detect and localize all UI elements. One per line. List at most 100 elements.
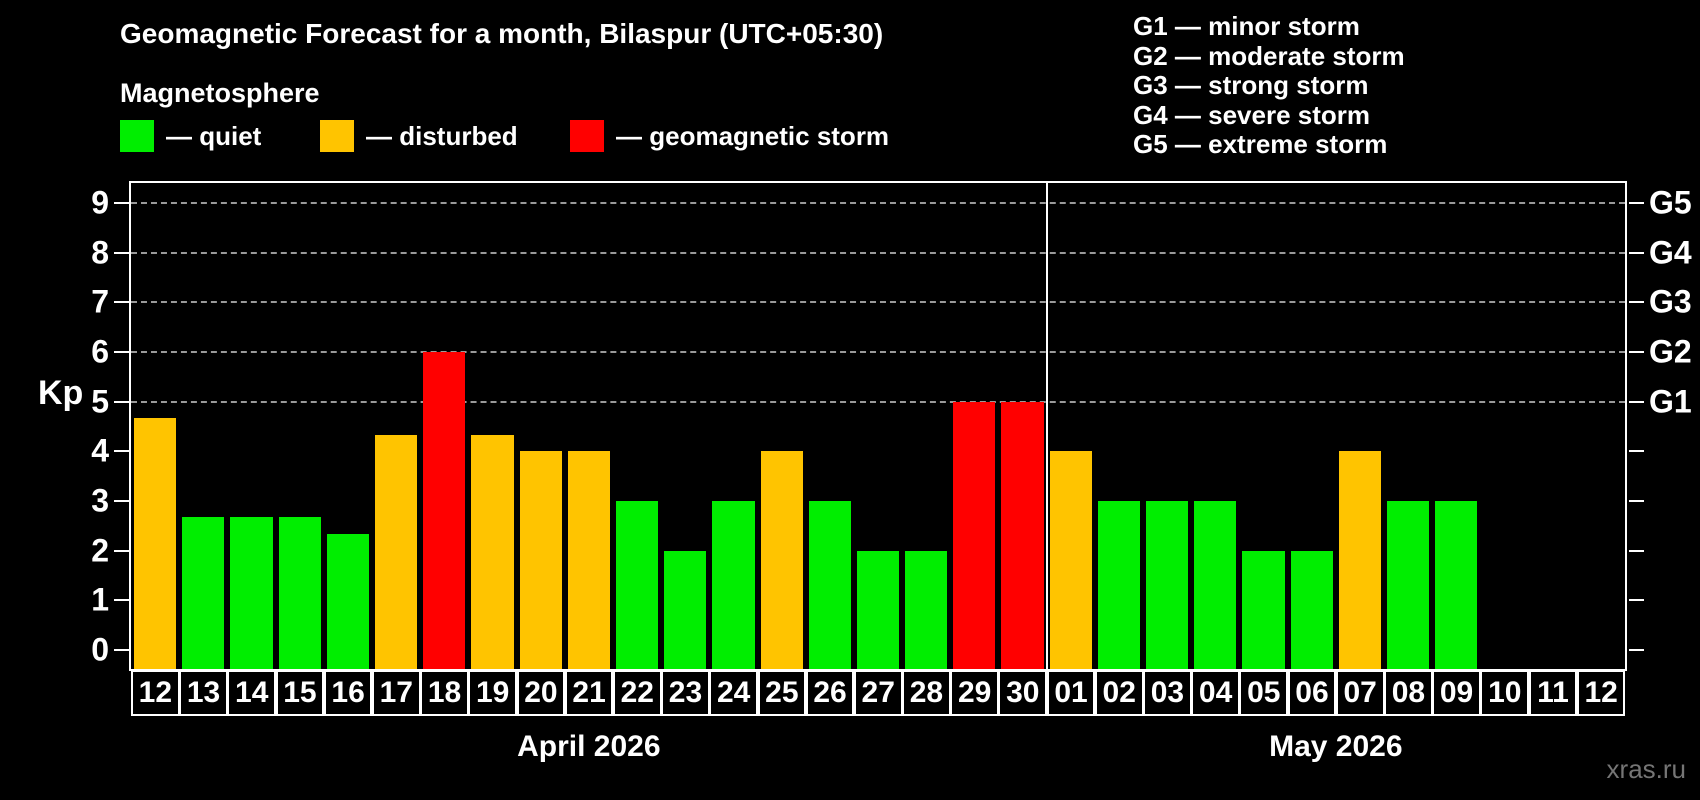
day-cell-april-30: 30 bbox=[998, 670, 1048, 716]
day-cell-april-16: 16 bbox=[323, 670, 373, 716]
plot-area: 0 1 2 3 4 5 6 7 8 9 G1 G2 G3 G4 G5 bbox=[91, 181, 1692, 671]
day-cell-april-17: 17 bbox=[371, 670, 421, 716]
day-cell-april-28: 28 bbox=[902, 670, 951, 716]
g-axis-label-g2: G2 bbox=[1649, 333, 1692, 370]
legend-label-storm: — geomagnetic storm bbox=[616, 120, 890, 151]
y-tick-label-2: 2 bbox=[91, 532, 109, 569]
kp-bar-april-28 bbox=[905, 550, 948, 669]
kp-bar-april-14 bbox=[230, 517, 273, 669]
month-label-may: May 2026 bbox=[1269, 730, 1403, 763]
kp-bar-april-21 bbox=[567, 451, 610, 669]
gridline-kp-6 bbox=[131, 350, 1625, 353]
y-tick-6 bbox=[114, 350, 129, 353]
kp-bar-may-02 bbox=[1097, 501, 1141, 669]
g-legend-line-2: G2 — moderate storm bbox=[1133, 40, 1405, 71]
right-tick-3 bbox=[1629, 500, 1644, 503]
y-tick-label-1: 1 bbox=[91, 581, 109, 618]
kp-bar-may-07 bbox=[1338, 451, 1382, 669]
legend-label-disturbed: — disturbed bbox=[366, 120, 518, 151]
legend-label-quiet: — quiet bbox=[166, 120, 262, 151]
quiet-swatch-icon bbox=[120, 120, 154, 152]
magnetosphere-label: Magnetosphere bbox=[120, 78, 320, 108]
day-cell-april-24: 24 bbox=[709, 670, 758, 716]
month-label-april: April 2026 bbox=[517, 730, 661, 763]
kp-bar-april-23 bbox=[664, 550, 707, 669]
kp-bar-april-17 bbox=[374, 434, 418, 669]
day-cell-may-03: 03 bbox=[1143, 670, 1192, 716]
g-axis-label-g4: G4 bbox=[1649, 234, 1692, 271]
right-tick-1 bbox=[1629, 599, 1644, 602]
day-cell-april-26: 26 bbox=[805, 670, 855, 716]
storm-swatch-icon bbox=[570, 120, 604, 152]
day-cell-april-15: 15 bbox=[275, 670, 325, 716]
day-cell-april-27: 27 bbox=[853, 670, 903, 716]
kp-bar-may-05 bbox=[1242, 550, 1285, 669]
kp-bar-may-01 bbox=[1049, 451, 1092, 669]
g-axis-label-g3: G3 bbox=[1649, 283, 1692, 320]
y-tick-9 bbox=[114, 201, 129, 204]
y-tick-4 bbox=[114, 450, 129, 453]
y-tick-label-6: 6 bbox=[91, 333, 109, 370]
gridline-kp-7 bbox=[131, 301, 1625, 304]
kp-bar-april-20 bbox=[519, 451, 562, 669]
kp-bar-april-27 bbox=[856, 550, 900, 669]
y-tick-label-0: 0 bbox=[91, 631, 109, 668]
day-cell-april-14: 14 bbox=[227, 670, 277, 716]
legend-item-quiet: — quiet bbox=[120, 120, 261, 152]
day-cell-may-11: 11 bbox=[1528, 670, 1578, 716]
kp-bar-april-24 bbox=[712, 501, 755, 669]
disturbed-swatch-icon bbox=[320, 120, 354, 152]
right-tick-8 bbox=[1629, 251, 1644, 254]
g-legend-line-1: G1 — minor storm bbox=[1133, 11, 1360, 41]
day-cell-april-21: 21 bbox=[564, 670, 614, 716]
day-cell-may-04: 04 bbox=[1191, 670, 1240, 716]
y-axis-title: Kp bbox=[38, 374, 84, 412]
kp-bar-may-08 bbox=[1387, 501, 1430, 669]
g-legend-line-4: G4 — severe storm bbox=[1133, 99, 1371, 130]
y-tick-0 bbox=[114, 649, 129, 652]
kp-bar-april-26 bbox=[808, 501, 851, 669]
day-cell-may-07: 07 bbox=[1335, 670, 1385, 716]
day-cell-april-23: 23 bbox=[661, 670, 710, 716]
y-tick-7 bbox=[114, 301, 129, 304]
y-tick-label-7: 7 bbox=[91, 283, 109, 320]
right-tick-0 bbox=[1629, 649, 1644, 652]
day-cell-may-06: 06 bbox=[1287, 670, 1337, 716]
g-legend-line-3: G3 — strong storm bbox=[1133, 70, 1369, 100]
right-tick-4 bbox=[1629, 450, 1644, 453]
kp-bar-april-22 bbox=[615, 501, 659, 669]
kp-bar-april-13 bbox=[182, 517, 225, 669]
g-axis-label-g1: G1 bbox=[1649, 383, 1692, 420]
kp-bar-april-29 bbox=[953, 401, 996, 669]
g-axis-label-g5: G5 bbox=[1649, 184, 1692, 221]
legend-item-disturbed: — disturbed bbox=[320, 120, 518, 152]
day-cell-may-12: 12 bbox=[1576, 670, 1626, 716]
kp-bar-april-16 bbox=[326, 534, 369, 669]
gridline-kp-8 bbox=[131, 251, 1625, 254]
y-tick-label-3: 3 bbox=[91, 482, 109, 519]
right-tick-2 bbox=[1629, 549, 1644, 552]
day-cell-may-09: 09 bbox=[1432, 670, 1481, 716]
g-scale-legend: G1 — minor storm G2 — moderate storm G3 — … bbox=[1133, 11, 1405, 160]
month-separator bbox=[1045, 183, 1048, 669]
day-cell-april-19: 19 bbox=[468, 670, 518, 716]
kp-bar-april-18 bbox=[423, 351, 466, 669]
kp-color-legend: — quiet — disturbed — geomagnetic storm bbox=[0, 120, 1100, 160]
y-tick-2 bbox=[114, 549, 129, 552]
watermark: xras.ru bbox=[1606, 754, 1686, 784]
kp-bar-april-12 bbox=[134, 418, 177, 669]
right-tick-5 bbox=[1629, 400, 1644, 403]
chart-title: Geomagnetic Forecast for a month, Bilasp… bbox=[120, 18, 884, 49]
day-cell-april-25: 25 bbox=[757, 670, 807, 716]
y-tick-label-9: 9 bbox=[91, 184, 109, 221]
day-cell-april-12: 12 bbox=[131, 670, 180, 716]
kp-bar-may-09 bbox=[1435, 501, 1478, 669]
day-cell-april-13: 13 bbox=[179, 670, 228, 716]
kp-bar-april-25 bbox=[760, 451, 803, 669]
day-cell-may-02: 02 bbox=[1094, 670, 1144, 716]
y-tick-3 bbox=[114, 500, 129, 503]
kp-bar-may-06 bbox=[1290, 550, 1333, 669]
day-cell-may-10: 10 bbox=[1480, 670, 1530, 716]
day-cell-april-29: 29 bbox=[950, 670, 999, 716]
